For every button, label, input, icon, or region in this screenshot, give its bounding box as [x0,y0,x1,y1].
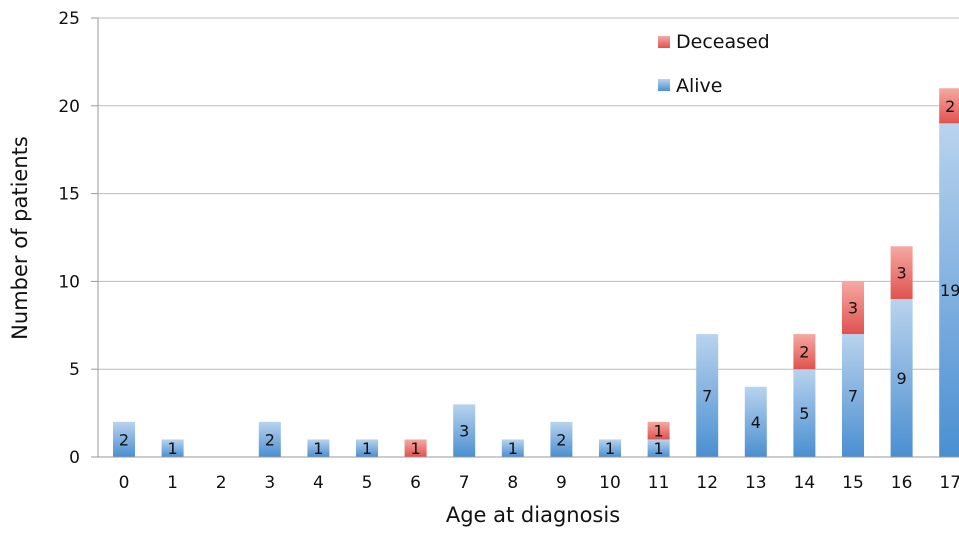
x-tick-label: 3 [264,473,275,493]
data-label-alive: 4 [751,413,761,432]
x-tick-label: 14 [794,473,816,493]
data-label-alive: 1 [605,439,615,458]
y-tick-label: 20 [58,97,80,117]
bar-deceased [890,246,913,299]
bar-deceased [793,334,816,370]
data-label-alive: 3 [459,422,469,441]
bar-alive [939,123,959,458]
x-tick-label: 9 [556,473,567,493]
legend-label-deceased: Deceased [676,31,770,53]
data-label-alive: 1 [313,439,323,458]
data-label-deceased: 2 [945,97,955,116]
data-label-deceased: 1 [411,439,421,458]
bar-alive [307,439,330,457]
data-label-alive: 9 [897,369,907,388]
data-label-deceased: 1 [654,422,664,441]
x-tick-label: 10 [599,473,621,493]
y-tick-label: 10 [58,272,80,292]
data-label-alive: 19 [940,281,959,300]
bar-alive [599,439,621,457]
x-tick-label: 13 [745,473,767,493]
x-tick-label: 15 [842,473,864,493]
bar-alive [793,369,816,457]
x-tick-label: 0 [119,473,130,493]
x-tick-labels: 0 1 2 3 4 5 6 7 8 9 10 11 12 13 14 15 16 17 [119,473,959,493]
y-tick-label: 5 [69,360,80,380]
data-label-alive: 2 [265,430,275,449]
bar-alive [501,439,524,457]
legend-swatch-alive [658,79,670,91]
data-label-alive: 7 [702,387,712,406]
y-tick-label: 15 [58,185,80,205]
bar-alive [890,298,913,457]
x-axis-title: Age at diagnosis [446,503,620,527]
gridlines [91,17,959,458]
data-label-deceased: 3 [897,264,907,283]
x-tick-label: 2 [216,473,227,493]
legend-label-alive: Alive [676,75,723,97]
data-label-alive: 1 [362,439,372,458]
data-label-alive: 2 [556,430,566,449]
bar-alive [647,439,670,457]
y-tick-label: 25 [58,9,80,29]
bar-alive [356,439,378,457]
y-axis-title: Number of patients [8,136,32,340]
bar-alive [453,404,476,457]
data-label-alive: 1 [168,439,178,458]
x-tick-label: 11 [648,473,670,493]
data-label-deceased: 3 [848,299,858,318]
data-label-alive: 5 [799,404,809,423]
x-tick-label: 7 [459,473,470,493]
bar-alive [744,386,767,457]
bar-deceased [404,439,427,457]
x-tick-label: 5 [362,473,373,493]
x-tick-label: 17 [939,473,959,493]
legend: Deceased Alive [658,31,770,97]
x-tick-label: 1 [167,473,178,493]
bars [113,88,959,458]
data-label-alive: 2 [119,430,129,449]
y-tick-labels: 0 5 10 15 20 25 [58,9,80,468]
data-label-alive: 7 [848,387,858,406]
bar-deceased [939,88,959,124]
bar-alive [696,334,719,457]
y-tick-label: 0 [69,448,80,468]
x-tick-label: 16 [891,473,913,493]
bar-deceased [842,281,864,335]
bar-alive [258,421,281,457]
bar-deceased [647,421,670,440]
data-label-deceased: 2 [799,343,809,362]
bar-alive [113,421,135,457]
x-tick-label: 8 [507,473,518,493]
x-tick-label: 6 [410,473,421,493]
bar-alive [550,421,573,457]
legend-swatch-deceased [658,36,670,48]
x-tick-label: 12 [696,473,718,493]
bar-alive [842,334,864,457]
data-label-alive: 1 [654,439,664,458]
data-label-alive: 1 [508,439,518,458]
bar-alive [161,439,184,457]
x-tick-label: 4 [313,473,324,493]
